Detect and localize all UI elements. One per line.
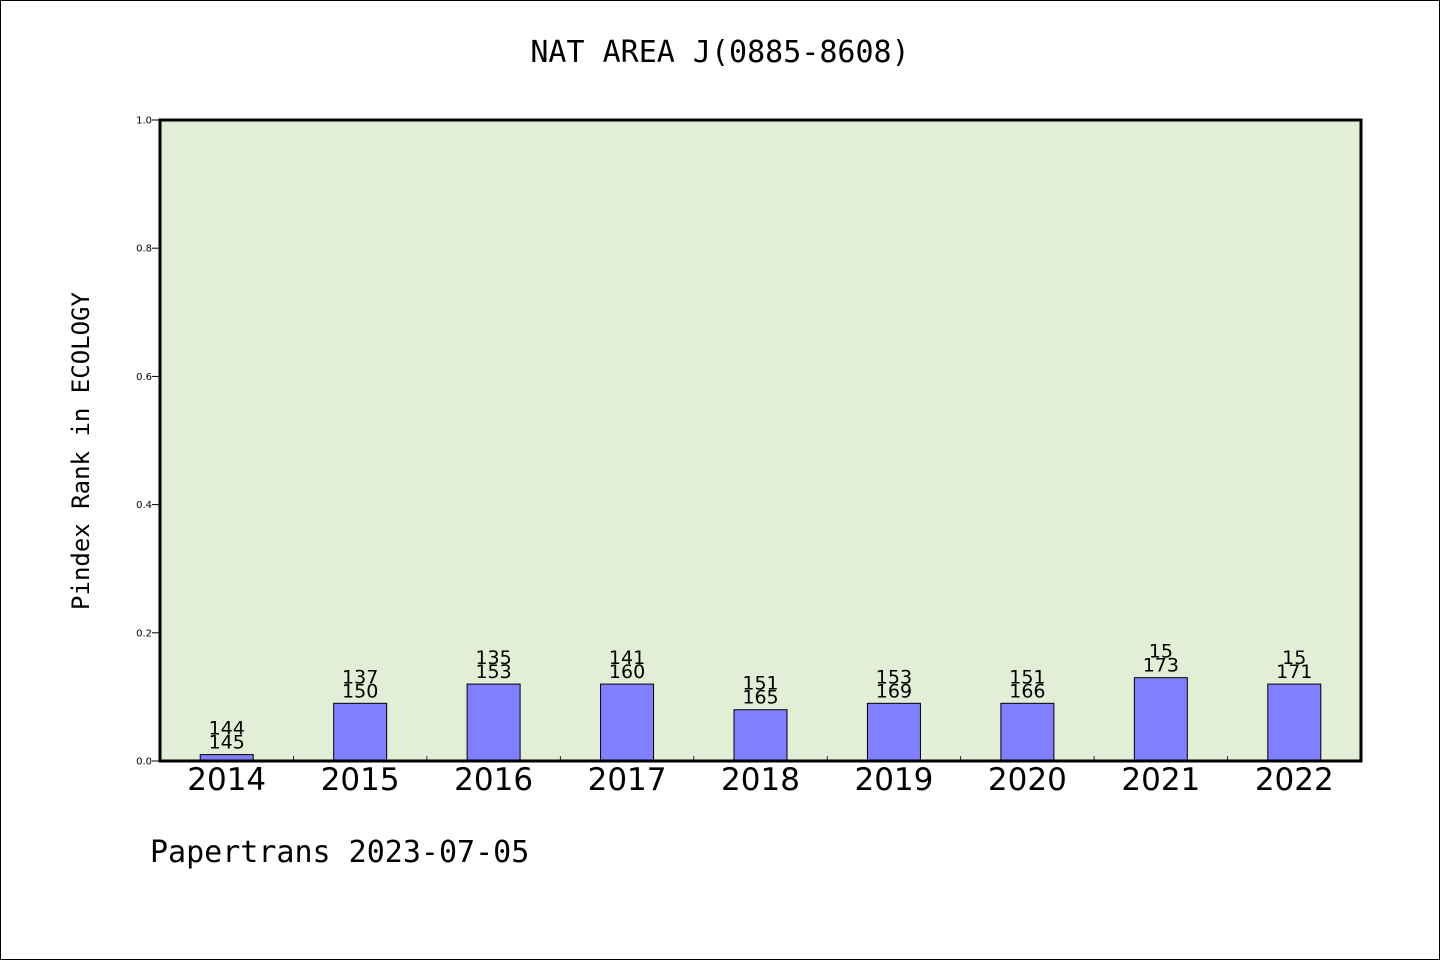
bar-label-top: 141 xyxy=(609,647,645,669)
bar-label-bottom: 171 xyxy=(1276,661,1312,683)
bar-label-top: 15 xyxy=(1149,641,1173,663)
bar-label-top: 144 xyxy=(209,718,245,740)
bar-2016 xyxy=(466,683,521,762)
bar-label-bottom: 160 xyxy=(609,661,645,683)
bar-2021 xyxy=(1133,677,1188,762)
bar-2018 xyxy=(733,709,788,762)
bar-label-bottom: 145 xyxy=(209,732,245,754)
bar-label-top: 151 xyxy=(1009,666,1045,688)
bar-2019 xyxy=(866,702,921,762)
footer-source-date: Papertrans 2023-07-05 xyxy=(150,835,530,870)
bar-label-bottom: 169 xyxy=(876,680,912,702)
x-tick-label: 2017 xyxy=(588,762,667,798)
bar-label-top: 15 xyxy=(1282,647,1306,669)
x-tick-label: 2014 xyxy=(187,762,266,798)
plot-border xyxy=(158,118,1363,763)
bar-label-bottom: 165 xyxy=(742,687,778,709)
bar-label-top: 135 xyxy=(475,647,511,669)
x-tick-label: 2018 xyxy=(721,762,800,798)
y-tick-label: 0.2 xyxy=(136,628,152,639)
x-tick-label: 2022 xyxy=(1255,762,1334,798)
bar-label-top: 153 xyxy=(876,666,912,688)
bar-label-top: 137 xyxy=(342,666,378,688)
bar-2017 xyxy=(600,683,655,762)
bar-label-bottom: 153 xyxy=(475,661,511,683)
y-tick-label: 0.0 xyxy=(136,757,152,768)
x-tick-label: 2020 xyxy=(988,762,1067,798)
x-tick-label: 2015 xyxy=(321,762,400,798)
plot-area xyxy=(160,120,1361,761)
bar-label-bottom: 173 xyxy=(1143,655,1179,677)
x-tick-label: 2016 xyxy=(454,762,533,798)
bar-label-top: 151 xyxy=(742,673,778,695)
y-tick-label: 0.6 xyxy=(136,372,152,383)
bar-2015 xyxy=(333,702,388,762)
x-tick-label: 2021 xyxy=(1121,762,1200,798)
y-tick-label: 1.0 xyxy=(136,116,152,127)
bar-2020 xyxy=(1000,702,1055,762)
y-tick-label: 0.8 xyxy=(136,244,152,255)
bar-2022 xyxy=(1267,683,1322,762)
y-tick-label: 0.4 xyxy=(136,500,152,511)
chart-title: NAT AREA J(0885-8608) xyxy=(530,35,910,70)
bar-label-bottom: 150 xyxy=(342,680,378,702)
x-tick-label: 2019 xyxy=(854,762,933,798)
bar-label-bottom: 166 xyxy=(1009,680,1045,702)
